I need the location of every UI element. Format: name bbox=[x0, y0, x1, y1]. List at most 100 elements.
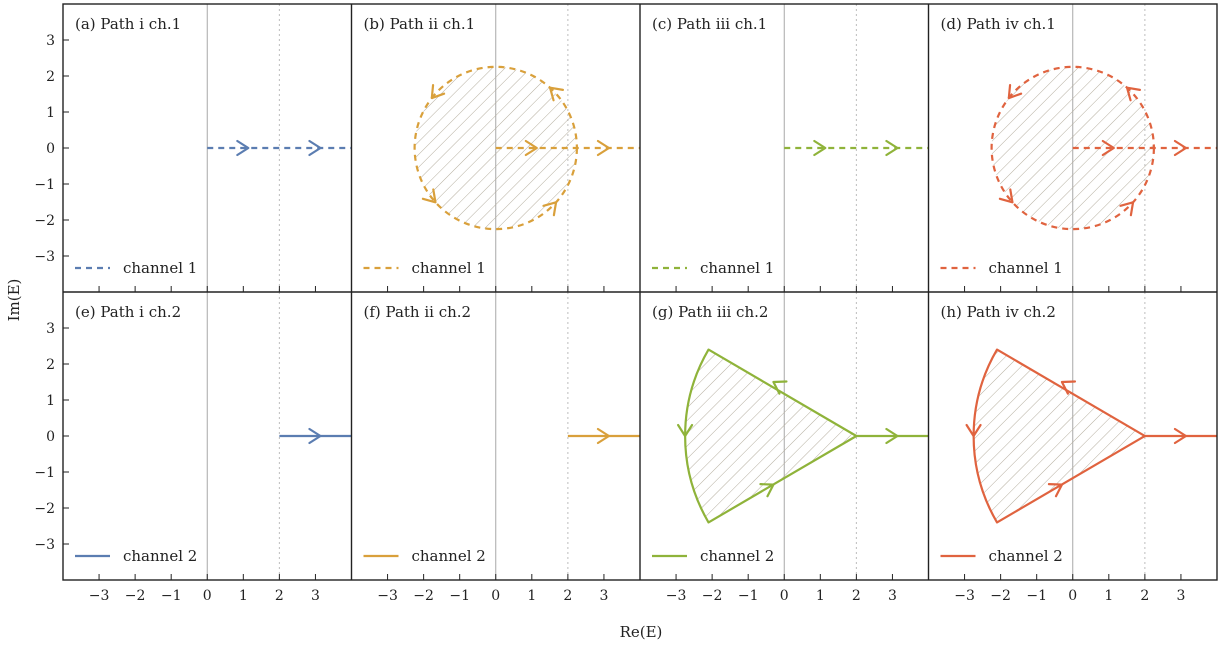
panel-e: (e) Path i ch.2 channel 2 bbox=[75, 292, 352, 580]
circle-arrow bbox=[998, 188, 1014, 204]
legend-label: channel 1 bbox=[123, 259, 197, 277]
x-tick-label: 3 bbox=[888, 588, 897, 604]
panel-title: (a) Path i ch.1 bbox=[75, 15, 181, 33]
legend-label: channel 2 bbox=[989, 547, 1063, 565]
x-tick-label: 0 bbox=[491, 588, 500, 604]
x-tick-label: 2 bbox=[563, 588, 572, 604]
path-arrow bbox=[813, 139, 827, 157]
x-tick-label: 0 bbox=[203, 588, 212, 604]
y-tick-label: −1 bbox=[34, 177, 55, 193]
panel-e-plot bbox=[206, 292, 352, 580]
circle-arrow bbox=[1007, 83, 1023, 100]
path-arrow bbox=[308, 427, 322, 445]
panel-b: (b) Path ii ch.1 channel 1 bbox=[363, 4, 640, 292]
x-tick-label: −3 bbox=[666, 588, 687, 604]
x-tick-label: −1 bbox=[449, 588, 470, 604]
circle-arrow bbox=[1119, 201, 1135, 217]
x-tick-label: 3 bbox=[311, 588, 320, 604]
y-tick-label: 0 bbox=[46, 429, 55, 445]
x-tick-label: 1 bbox=[527, 588, 536, 604]
x-tick-label: −2 bbox=[413, 588, 434, 604]
path-arrow bbox=[308, 139, 322, 157]
x-tick-label: 3 bbox=[1176, 588, 1185, 604]
x-tick-label: −1 bbox=[161, 588, 182, 604]
panel-title: (b) Path ii ch.1 bbox=[364, 15, 476, 33]
path-arrow bbox=[1173, 427, 1188, 445]
x-tick-label: −2 bbox=[990, 588, 1011, 604]
sector-arrow bbox=[676, 423, 694, 438]
path-arrow bbox=[1173, 139, 1188, 157]
x-tick-label: −1 bbox=[738, 588, 759, 604]
y-tick-label: −3 bbox=[34, 249, 55, 265]
x-tick-label: 1 bbox=[1104, 588, 1113, 604]
x-tick-label: 0 bbox=[780, 588, 789, 604]
path-arrow bbox=[885, 427, 899, 445]
path-arrow bbox=[524, 139, 538, 157]
circle-arrow bbox=[430, 83, 446, 100]
sector-arrow bbox=[965, 423, 982, 438]
panel-title: (f) Path ii ch.2 bbox=[364, 303, 472, 321]
y-tick-label: 2 bbox=[46, 357, 55, 373]
panel-title: (d) Path iv ch.1 bbox=[941, 15, 1056, 33]
axis-ticks: −3 −2 −1 0 1 2 3 −3 −2 −1 0 1 2 3 −3 −2 −1 0 1 2 3 −3 −2 −1 0 1 2 3… bbox=[34, 33, 1185, 604]
x-tick-label: 1 bbox=[239, 588, 248, 604]
panel-f: (f) Path ii ch.2 channel 2 bbox=[363, 292, 640, 580]
panel-a: (a) Path i ch.1 channel 1 bbox=[75, 4, 352, 292]
legend-label: channel 2 bbox=[412, 547, 486, 565]
legend-label: channel 1 bbox=[700, 259, 774, 277]
y-tick-label: 3 bbox=[46, 33, 55, 49]
panel-title: (h) Path iv ch.2 bbox=[941, 303, 1056, 321]
path-arrow bbox=[236, 139, 250, 157]
x-tick-label: 3 bbox=[599, 588, 608, 604]
circle-arrow bbox=[548, 86, 565, 102]
x-tick-label: −3 bbox=[377, 588, 398, 604]
panel-title: (e) Path i ch.2 bbox=[75, 303, 181, 321]
panel-g: (g) Path iii ch.2 channel 2 bbox=[652, 292, 929, 580]
x-tick-label: 2 bbox=[1140, 588, 1149, 604]
legend-label: channel 1 bbox=[989, 259, 1063, 277]
circle-arrow bbox=[1125, 86, 1142, 102]
panel-c: (c) Path iii ch.1 channel 1 bbox=[652, 4, 929, 292]
panels-group: (a) Path i ch.1 channel 1 (b) Path ii ch.1… bbox=[75, 4, 1217, 580]
panel-title: (c) Path iii ch.1 bbox=[652, 15, 767, 33]
panel-c-plot bbox=[783, 4, 929, 292]
path-arrow bbox=[596, 427, 611, 445]
x-axis-label: Re(E) bbox=[620, 623, 663, 641]
x-tick-label: −3 bbox=[89, 588, 110, 604]
hatched-region bbox=[973, 349, 1145, 523]
panel-b-plot bbox=[413, 4, 640, 292]
panel-h: (h) Path iv ch.2 channel 2 bbox=[940, 292, 1217, 580]
y-tick-label: −2 bbox=[34, 501, 55, 517]
panel-a-plot bbox=[206, 4, 352, 292]
y-tick-label: −1 bbox=[34, 465, 55, 481]
panel-g-plot bbox=[676, 292, 929, 580]
y-tick-label: 3 bbox=[46, 321, 55, 337]
path-arrow bbox=[1101, 139, 1115, 157]
x-tick-label: 1 bbox=[816, 588, 825, 604]
circle-arrow bbox=[542, 201, 558, 217]
panel-d-plot bbox=[990, 4, 1217, 292]
sector-arrow bbox=[772, 380, 788, 395]
panel-f-plot bbox=[495, 292, 640, 580]
path-arrow bbox=[885, 139, 899, 157]
y-tick-label: 1 bbox=[46, 393, 55, 409]
sector-arrow bbox=[759, 483, 775, 498]
legend-label: channel 2 bbox=[123, 547, 197, 565]
path-arrow bbox=[596, 139, 611, 157]
sector-arrow bbox=[1060, 380, 1077, 395]
x-tick-label: −3 bbox=[954, 588, 975, 604]
legend-label: channel 2 bbox=[700, 547, 774, 565]
y-tick-label: −2 bbox=[34, 213, 55, 229]
x-tick-label: −2 bbox=[702, 588, 723, 604]
panel-d: (d) Path iv ch.1 channel 1 bbox=[940, 4, 1217, 292]
x-tick-label: 0 bbox=[1068, 588, 1077, 604]
sector-arrow bbox=[1047, 483, 1064, 498]
x-tick-label: −1 bbox=[1026, 588, 1047, 604]
y-tick-label: −3 bbox=[34, 537, 55, 553]
y-tick-label: 1 bbox=[46, 105, 55, 121]
x-tick-label: −2 bbox=[125, 588, 146, 604]
x-tick-label: 2 bbox=[852, 588, 861, 604]
circle-arrow bbox=[421, 188, 437, 204]
x-tick-label: 2 bbox=[275, 588, 284, 604]
